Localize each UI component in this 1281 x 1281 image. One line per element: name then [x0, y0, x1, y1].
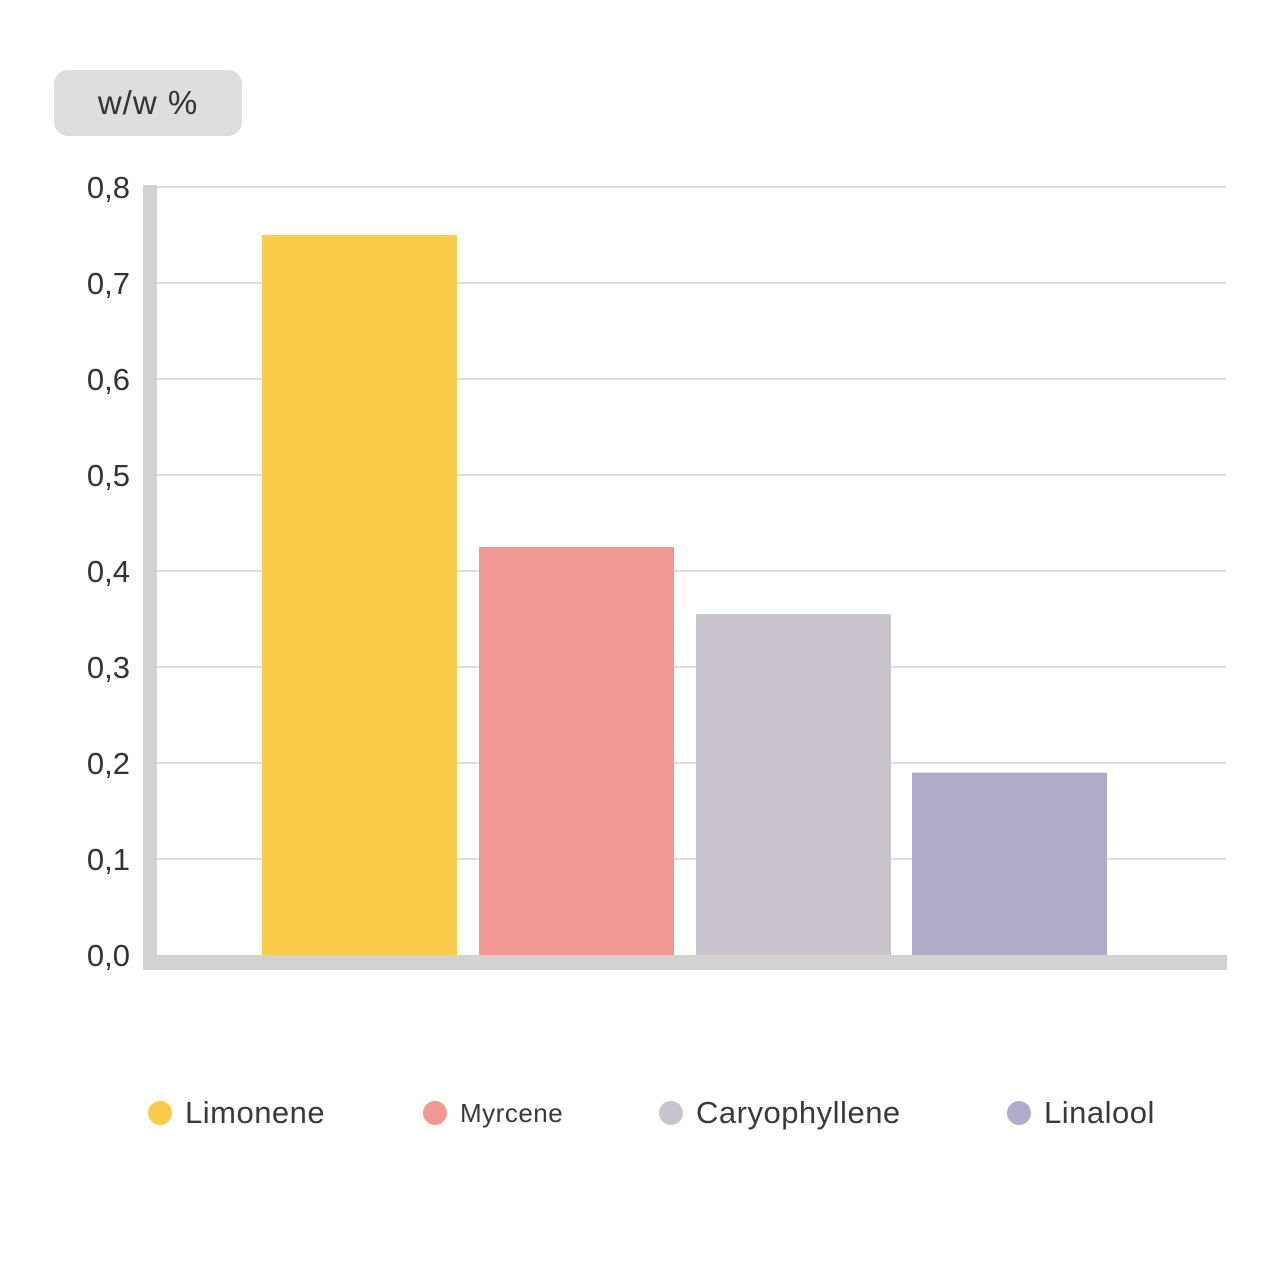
y-tick-label: 0,5: [87, 458, 130, 493]
legend-item-limonene: Limonene: [148, 1090, 325, 1136]
y-tick-label: 0,2: [87, 746, 130, 781]
axes: [143, 185, 1227, 970]
y-tick-label: 0,6: [87, 362, 130, 397]
legend-label-myrcene: Myrcene: [460, 1097, 564, 1128]
y-tick-label: 0,4: [87, 554, 130, 589]
legend: Limonene Myrcene Caryophyllene Linalool: [0, 1090, 1281, 1136]
unit-label: w/w %: [97, 84, 199, 121]
y-axis-ticks: 0,0 0,1 0,2 0,3 0,4 0,5 0,6 0,7 0,8: [87, 170, 130, 973]
legend-label-linalool: Linalool: [1044, 1095, 1155, 1130]
x-axis-line: [143, 955, 1227, 970]
y-tick-label: 0,3: [87, 650, 130, 685]
unit-badge: w/w %: [54, 70, 242, 136]
bar-linalool: [912, 772, 1107, 955]
legend-swatch-caryophyllene: [659, 1101, 683, 1125]
y-axis-line: [143, 185, 157, 970]
bar-myrcene: [479, 547, 674, 955]
legend-swatch-myrcene: [423, 1101, 447, 1125]
bar-limonene: [262, 235, 457, 955]
y-tick-label: 0,1: [87, 842, 130, 877]
legend-item-caryophyllene: Caryophyllene: [659, 1090, 901, 1136]
bar-caryophyllene: [696, 614, 891, 955]
legend-label-limonene: Limonene: [185, 1095, 326, 1130]
legend-swatch-linalool: [1007, 1101, 1031, 1125]
legend-swatch-limonene: [148, 1101, 172, 1125]
bars: [262, 235, 1107, 955]
legend-item-myrcene: Myrcene: [423, 1090, 563, 1136]
y-tick-label: 0,7: [87, 266, 130, 301]
legend-label-caryophyllene: Caryophyllene: [696, 1095, 901, 1130]
legend-item-linalool: Linalool: [1007, 1090, 1155, 1136]
y-tick-label: 0,0: [87, 938, 130, 973]
y-tick-label: 0,8: [87, 170, 130, 205]
